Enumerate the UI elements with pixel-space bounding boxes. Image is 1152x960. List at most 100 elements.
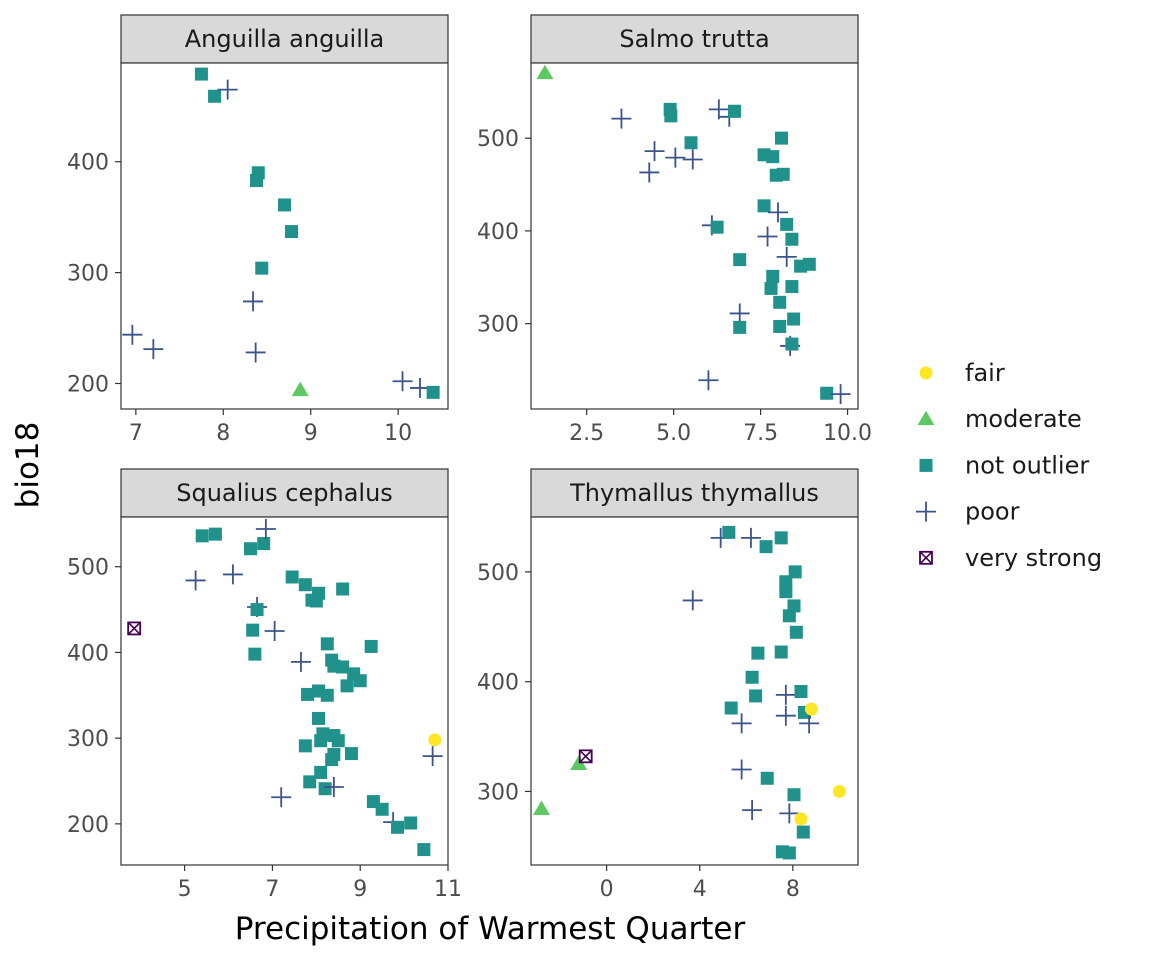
x-tick-label: 4 xyxy=(693,877,707,902)
data-point xyxy=(320,688,334,702)
data-point xyxy=(749,689,763,703)
data-point xyxy=(788,565,802,579)
y-tick-label: 200 xyxy=(67,813,109,838)
data-point xyxy=(766,269,780,283)
data-point xyxy=(353,674,367,688)
data-point xyxy=(766,150,780,164)
data-point xyxy=(285,570,299,584)
x-tick-label: 7.5 xyxy=(743,421,778,446)
x-tick-label: 0 xyxy=(600,877,614,902)
facet-title: Squalius cephalus xyxy=(176,479,393,507)
data-point xyxy=(745,670,759,684)
x-tick-label: 10 xyxy=(384,421,412,446)
data-point xyxy=(774,131,788,145)
data-point xyxy=(740,527,761,548)
y-tick-label: 400 xyxy=(67,151,109,176)
data-point xyxy=(336,582,350,596)
y-tick-label: 400 xyxy=(67,641,109,666)
data-point xyxy=(340,679,354,693)
legend-item: moderate xyxy=(917,405,1082,433)
data-point xyxy=(774,645,788,659)
data-point xyxy=(820,386,834,400)
data-point xyxy=(250,603,264,617)
data-point xyxy=(578,749,593,764)
x-tick-label: 8 xyxy=(786,877,800,902)
data-point xyxy=(422,746,443,767)
data-point xyxy=(185,570,206,591)
data-point xyxy=(570,755,588,770)
facet-panel: Thymallus thymallus 0 4 8 300 400 500 xyxy=(477,468,859,902)
data-point xyxy=(830,384,851,405)
data-point xyxy=(250,174,264,188)
data-point xyxy=(742,800,763,821)
x-tick-label: 7 xyxy=(129,421,143,446)
data-point xyxy=(639,162,660,183)
data-point xyxy=(710,220,724,234)
data-point xyxy=(782,609,796,623)
data-point xyxy=(779,803,800,824)
data-point xyxy=(404,816,418,830)
data-point xyxy=(722,525,736,539)
legend-key-square xyxy=(919,458,933,472)
facet-strip xyxy=(120,14,449,64)
data-point xyxy=(760,771,774,785)
x-tick-label: 10.0 xyxy=(823,421,872,446)
facet-title: Anguilla anguilla xyxy=(185,25,385,53)
data-point xyxy=(318,782,332,796)
data-point xyxy=(323,777,344,797)
legend-item: poor xyxy=(916,498,1020,526)
data-point xyxy=(757,226,778,247)
data-point xyxy=(787,788,801,802)
panel-border xyxy=(120,516,449,866)
y-tick-label: 400 xyxy=(477,671,519,696)
data-point xyxy=(336,660,350,674)
facet-strip xyxy=(120,468,449,518)
data-point xyxy=(284,225,298,239)
data-point xyxy=(391,820,405,834)
data-point xyxy=(536,64,554,80)
data-point xyxy=(208,89,222,103)
data-point xyxy=(665,147,686,168)
data-point xyxy=(255,519,276,539)
legend-key-boxx xyxy=(919,550,933,565)
data-point xyxy=(759,540,773,554)
facet-strip xyxy=(530,14,859,64)
legend-label: fair xyxy=(965,359,1005,387)
data-points xyxy=(122,67,440,399)
data-point xyxy=(729,303,750,324)
data-point xyxy=(724,701,738,715)
y-tick-label: 500 xyxy=(477,561,519,586)
data-point xyxy=(325,753,339,767)
data-point xyxy=(194,67,208,81)
data-point xyxy=(314,734,328,748)
data-point xyxy=(291,381,309,397)
data-point xyxy=(728,104,742,118)
data-point xyxy=(246,623,260,637)
legend-item: not outlier xyxy=(919,451,1089,479)
data-point xyxy=(257,537,271,551)
legend-label: very strong xyxy=(965,544,1102,572)
data-point xyxy=(780,217,794,231)
data-point xyxy=(832,784,846,798)
legend-key-plus xyxy=(916,501,936,522)
data-point xyxy=(364,639,378,653)
data-point xyxy=(532,800,550,815)
data-point xyxy=(682,590,703,611)
data-point xyxy=(774,531,788,545)
data-points xyxy=(127,519,443,857)
data-point xyxy=(320,637,334,651)
data-point xyxy=(303,775,317,789)
y-tick-label: 500 xyxy=(67,556,109,581)
data-point xyxy=(305,593,319,607)
data-point xyxy=(787,599,801,613)
data-point xyxy=(775,705,796,726)
data-points xyxy=(532,525,846,860)
y-axis-title: bio18 xyxy=(10,422,46,509)
data-point xyxy=(426,385,440,399)
legend-key-triangle xyxy=(917,410,935,426)
data-point xyxy=(799,713,820,734)
data-point xyxy=(782,846,796,860)
data-point xyxy=(428,733,442,747)
data-point xyxy=(733,253,747,267)
